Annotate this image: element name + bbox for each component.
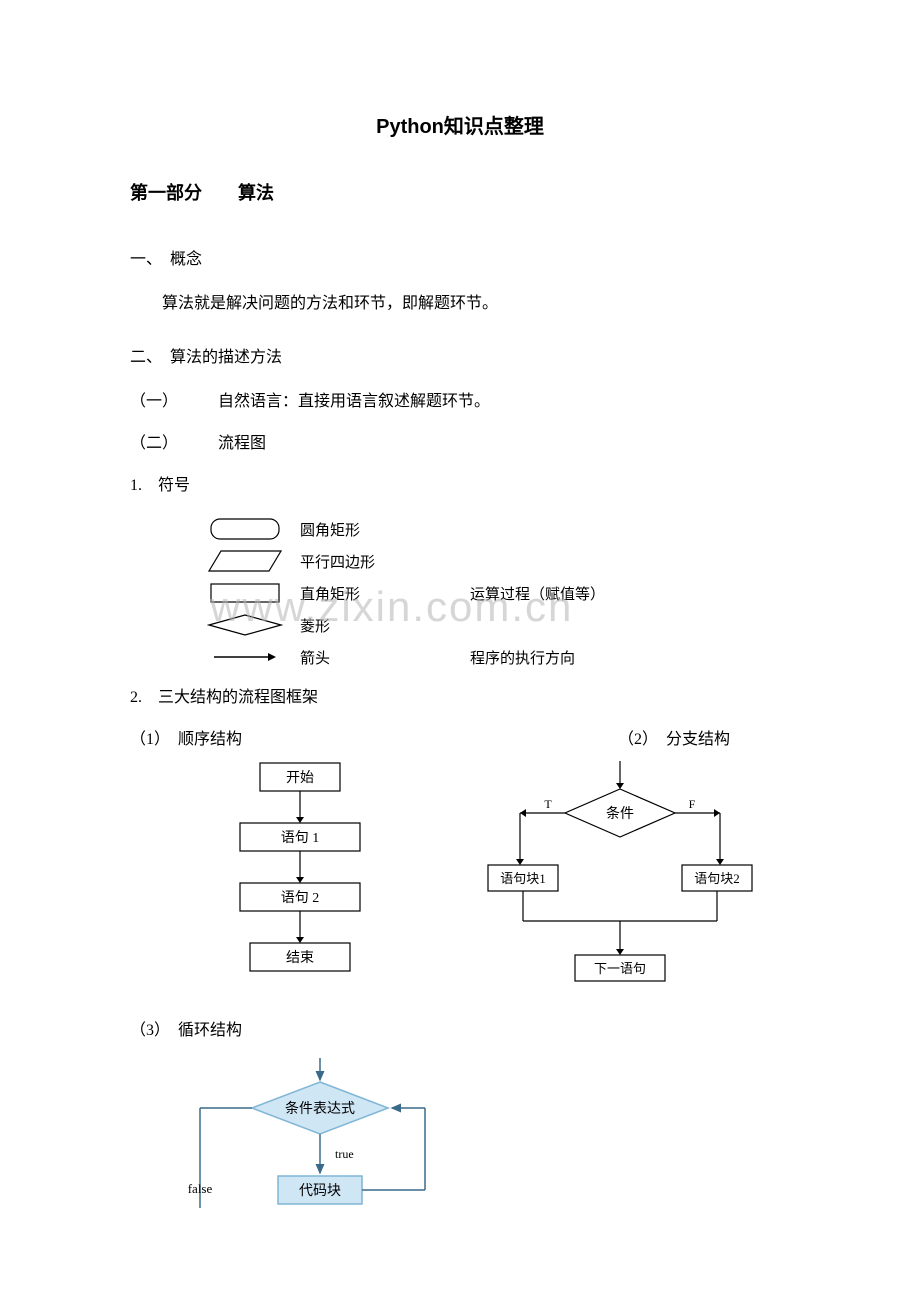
node-stmt2: 语句 2 bbox=[281, 890, 320, 906]
node-start: 开始 bbox=[286, 770, 314, 786]
subheading-1: 一、 概念 bbox=[130, 245, 790, 269]
symbol-table: 圆角矩形 平行四边形 直角矩形 运算过程（赋值等） bbox=[190, 513, 790, 673]
arrow-icon bbox=[190, 649, 300, 665]
symbol-row: 圆角矩形 bbox=[190, 513, 790, 545]
label-true-loop: true bbox=[335, 1147, 354, 1161]
node-stmt1: 语句 1 bbox=[281, 830, 320, 846]
node-condition: 条件 bbox=[606, 805, 634, 822]
symbol-row: 箭头 程序的执行方向 bbox=[190, 641, 790, 673]
label-false-loop: false bbox=[188, 1181, 213, 1196]
rounded-rect-icon bbox=[190, 518, 300, 540]
item-symbols: 1. 符号 bbox=[130, 471, 790, 495]
symbol-name: 圆角矩形 bbox=[300, 519, 470, 540]
page-title: Python知识点整理 bbox=[130, 110, 790, 139]
symbol-name: 菱形 bbox=[300, 615, 470, 636]
symbol-desc: 程序的执行方向 bbox=[470, 647, 575, 668]
flowchart-loop: 条件表达式 true 代码块 false bbox=[170, 1058, 790, 1213]
diamond-icon bbox=[190, 613, 300, 637]
symbol-name: 直角矩形 bbox=[300, 583, 470, 604]
item-flowchart: （二） 流程图 bbox=[130, 429, 790, 453]
rect-icon bbox=[190, 583, 300, 603]
label-sequential: （1） 顺序结构 bbox=[130, 725, 242, 749]
symbol-row: 菱形 bbox=[190, 609, 790, 641]
node-next: 下一语句 bbox=[594, 961, 646, 976]
symbol-name: 箭头 bbox=[300, 647, 470, 668]
symbol-name: 平行四边形 bbox=[300, 551, 470, 572]
paragraph-concept: 算法就是解决问题的方法和环节，即解题环节。 bbox=[130, 289, 790, 313]
symbol-desc: 运算过程（赋值等） bbox=[470, 583, 605, 604]
item-three-structures: 2. 三大结构的流程图框架 bbox=[130, 683, 790, 707]
parallelogram-icon bbox=[190, 550, 300, 572]
node-body: 代码块 bbox=[299, 1183, 341, 1199]
flowchart-sequential: 开始 语句 1 语句 2 结束 bbox=[220, 761, 380, 996]
label-false: F bbox=[689, 797, 696, 811]
node-end: 结束 bbox=[286, 950, 314, 966]
subheading-2: 二、 算法的描述方法 bbox=[130, 343, 790, 367]
label-branch: （2） 分支结构 bbox=[618, 725, 730, 749]
label-true: T bbox=[544, 797, 552, 811]
node-block1: 语句块1 bbox=[500, 871, 546, 886]
node-cond-expr: 条件表达式 bbox=[285, 1100, 355, 1117]
flowchart-branch: 条件 T F 语句块1 语句块2 bbox=[480, 761, 760, 996]
section-heading: 第一部分 算法 bbox=[130, 179, 790, 205]
symbol-row: 平行四边形 bbox=[190, 545, 790, 577]
item-natural-language: （一） 自然语言：直接用语言叙述解题环节。 bbox=[130, 387, 790, 411]
symbol-row: 直角矩形 运算过程（赋值等） bbox=[190, 577, 790, 609]
node-block2: 语句块2 bbox=[694, 871, 740, 886]
label-loop: （3） 循环结构 bbox=[130, 1016, 790, 1040]
